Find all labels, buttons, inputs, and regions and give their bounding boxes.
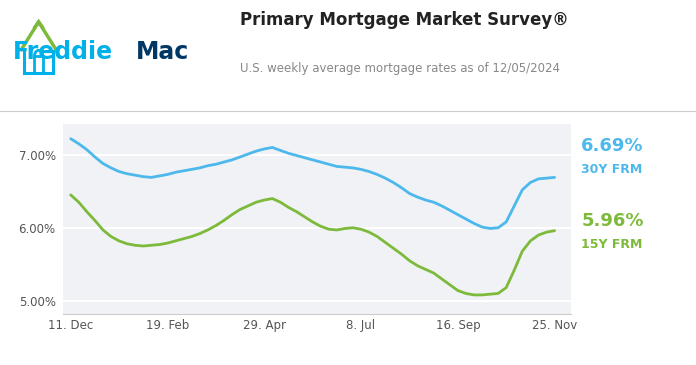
Text: U.S. weekly average mortgage rates as of 12/05/2024: U.S. weekly average mortgage rates as of… [240, 62, 560, 75]
Text: 30Y FRM: 30Y FRM [581, 163, 642, 176]
Text: 6.69%: 6.69% [581, 137, 644, 155]
Text: 5.96%: 5.96% [581, 212, 644, 230]
Text: 15Y FRM: 15Y FRM [581, 238, 642, 251]
Text: Mac: Mac [136, 40, 189, 64]
Text: Freddie: Freddie [13, 40, 113, 64]
Text: Primary Mortgage Market Survey®: Primary Mortgage Market Survey® [240, 11, 569, 29]
